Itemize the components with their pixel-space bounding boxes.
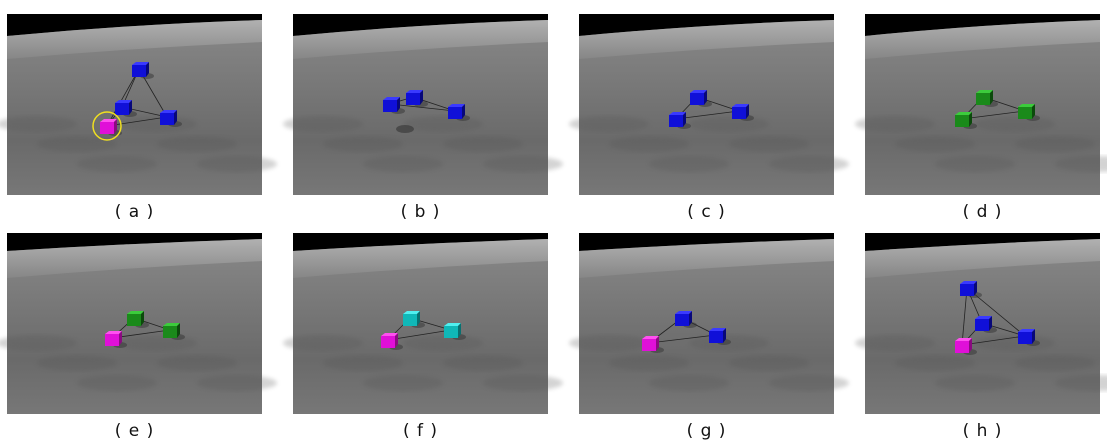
terrain-shade [729, 355, 809, 371]
cube-front [115, 103, 129, 115]
panel [569, 14, 849, 195]
panel-caption: ( e ) [115, 421, 155, 441]
cube-front [381, 336, 395, 348]
panel-caption: ( g ) [687, 421, 727, 441]
terrain-shade [283, 116, 363, 132]
terrain-shade [935, 375, 1015, 391]
terrain-shade [729, 136, 809, 152]
panel-caption: ( a ) [115, 202, 155, 222]
terrain-shade [935, 156, 1015, 172]
terrain-shade [855, 116, 935, 132]
cube-front [448, 107, 462, 119]
cube-front [1018, 332, 1032, 344]
terrain-shade [0, 116, 77, 132]
terrain-shade [895, 355, 975, 371]
terrain-shade [323, 136, 403, 152]
terrain-shade [363, 375, 443, 391]
terrain-shade [77, 156, 157, 172]
terrain-shade [609, 355, 689, 371]
panel [283, 233, 563, 414]
terrain-shade [855, 335, 935, 351]
panel [0, 14, 277, 195]
panel-caption: ( h ) [963, 421, 1003, 441]
terrain-shade [769, 156, 849, 172]
terrain-shade [569, 335, 649, 351]
terrain-shade [569, 116, 649, 132]
terrain-shade [37, 136, 117, 152]
terrain-shade [197, 375, 277, 391]
cube-front [100, 122, 114, 134]
cube-front [975, 319, 989, 331]
panel [855, 233, 1107, 414]
terrain-shade [975, 116, 1055, 132]
terrain-shade [117, 335, 197, 351]
cube-front [383, 100, 397, 112]
panel [569, 233, 849, 414]
cube-front [127, 314, 141, 326]
cube-front [955, 115, 969, 127]
terrain-shade [157, 355, 237, 371]
cube-front [160, 113, 174, 125]
terrain-shade [689, 116, 769, 132]
terrain-shade [483, 375, 563, 391]
panel-caption: ( b ) [401, 202, 441, 222]
cube-front [1018, 107, 1032, 119]
panel-caption: ( f ) [403, 421, 438, 441]
cube-front [732, 107, 746, 119]
cube-front [444, 326, 458, 338]
terrain-shade [895, 136, 975, 152]
terrain-shade [483, 156, 563, 172]
terrain-shade [403, 335, 483, 351]
terrain-shade [283, 335, 363, 351]
panel [855, 14, 1107, 195]
terrain-shade [1015, 355, 1095, 371]
terrain-shade [649, 375, 729, 391]
terrain-shade [0, 335, 77, 351]
panel [0, 233, 277, 414]
terrain-shade [443, 355, 523, 371]
cube-front [955, 341, 969, 353]
cube-front [675, 314, 689, 326]
panel [283, 14, 563, 195]
cube-front [669, 115, 683, 127]
cube-front [163, 326, 177, 338]
cube-front [642, 339, 656, 351]
terrain-shade [769, 375, 849, 391]
figure-canvas: ( a ) ( b ) ( c ) ( d ) ( e ) ( f ) ( g ) ( h ) [0, 0, 1107, 441]
terrain-shade [363, 156, 443, 172]
terrain-shade [37, 355, 117, 371]
figure: ( a ) ( b ) ( c ) ( d ) ( e ) ( f ) ( g ) ( h ) [0, 0, 1107, 441]
cube-front [406, 93, 420, 105]
terrain-shade [77, 375, 157, 391]
terrain-shade [1015, 136, 1095, 152]
terrain-shade [323, 355, 403, 371]
cube-front [403, 314, 417, 326]
cube-front [132, 65, 146, 77]
terrain-shade [443, 136, 523, 152]
cube-front [690, 93, 704, 105]
cube-front [976, 93, 990, 105]
terrain-shade [649, 156, 729, 172]
panel-caption: ( d ) [963, 202, 1003, 222]
terrain-shade [403, 116, 483, 132]
cube-front [105, 334, 119, 346]
terrain-shade [197, 156, 277, 172]
cube-shadow [396, 125, 414, 133]
terrain-shade [157, 136, 237, 152]
terrain-shade [609, 136, 689, 152]
panel-caption: ( c ) [687, 202, 725, 222]
cube-front [709, 331, 723, 343]
cube-front [960, 284, 974, 296]
